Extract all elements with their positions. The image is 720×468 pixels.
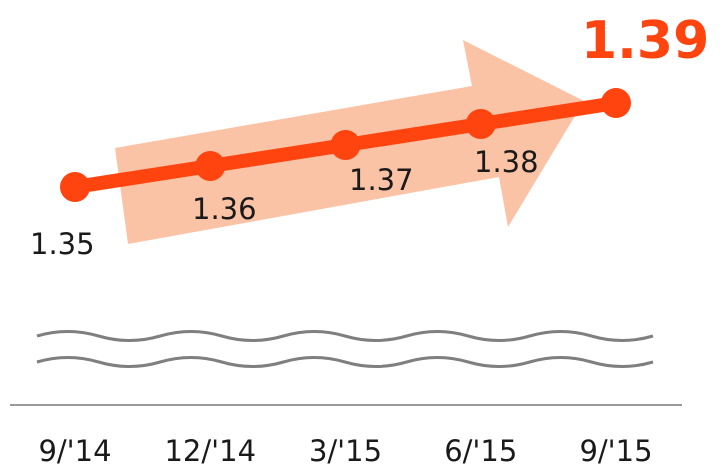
data-label-1: 1.35	[30, 227, 95, 261]
axis-break-line-2	[36, 356, 654, 368]
axis-break-line-1	[36, 330, 654, 342]
data-point-1	[60, 172, 90, 202]
data-point-3	[330, 130, 361, 160]
x-tick-label-3: 3/'15	[309, 434, 382, 468]
x-tick-label-5: 9/'15	[579, 434, 652, 468]
data-label-5: 1.39	[581, 11, 709, 71]
data-point-2	[195, 151, 226, 181]
data-point-5	[601, 88, 631, 118]
data-label-3: 1.37	[349, 163, 414, 197]
x-tick-label-4: 6/'15	[444, 434, 517, 468]
x-tick-label-1: 9/'14	[38, 434, 111, 468]
data-label-4: 1.38	[474, 145, 539, 179]
data-point-4	[465, 109, 496, 139]
data-label-2: 1.36	[192, 192, 257, 226]
x-tick-label-2: 12/'14	[164, 434, 256, 468]
